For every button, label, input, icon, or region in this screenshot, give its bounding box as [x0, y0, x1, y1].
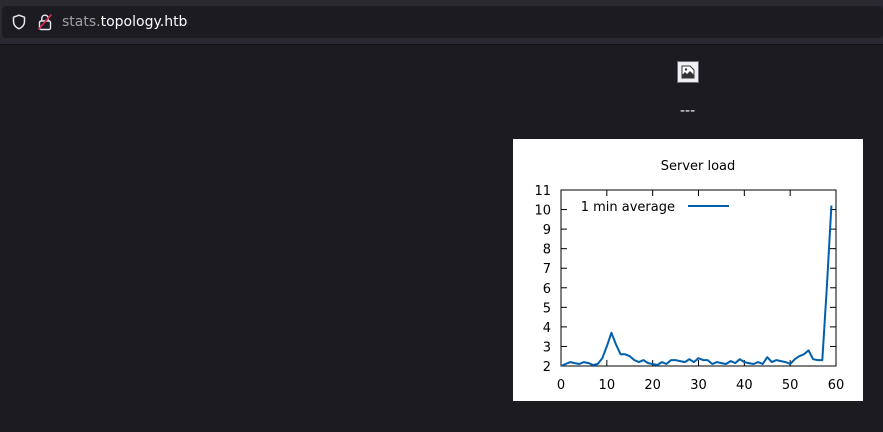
url-text[interactable]: stats.topology.htb — [62, 14, 187, 30]
legend-label: 1 min average — [581, 200, 675, 215]
series-line-1-min-average — [560, 205, 833, 367]
x-tick-label: 0 — [557, 378, 565, 393]
y-tick-label: 9 — [543, 223, 551, 238]
insecure-lock-icon[interactable] — [37, 13, 53, 31]
y-tick-label: 8 — [543, 243, 551, 258]
x-tick-label: 10 — [599, 378, 616, 393]
plot-frame — [560, 189, 837, 367]
y-tick-label: 4 — [543, 321, 551, 336]
server-load-chart: Server load 2 3 4 5 6 7 8 9 10 11 0 10 20 30 40 50 60 1… — [513, 139, 863, 401]
url-subdomain: stats. — [62, 14, 101, 30]
x-tick-label: 20 — [644, 378, 661, 393]
y-tick-label: 10 — [534, 204, 551, 219]
page-content: --- Server load 2 3 4 5 6 7 8 9 10 11 0 10 20 30 40 50… — [0, 45, 883, 432]
x-tick-label: 50 — [782, 378, 799, 393]
x-tick-label: 40 — [736, 378, 753, 393]
y-tick-label: 11 — [534, 184, 551, 199]
y-tick-label: 7 — [543, 262, 551, 277]
broken-image-icon — [677, 61, 699, 83]
address-bar[interactable]: stats.topology.htb — [2, 6, 883, 38]
x-tick-label: 60 — [828, 378, 845, 393]
separator-text: --- — [680, 103, 696, 119]
chart-title: Server load — [661, 159, 736, 174]
chart-svg: Server load 2 3 4 5 6 7 8 9 10 11 0 10 20 30 40 50 60 1… — [534, 159, 844, 393]
y-tick-label: 5 — [543, 301, 551, 316]
y-axis: 2 3 4 5 6 7 8 9 10 11 — [534, 184, 836, 375]
url-domain: topology.htb — [100, 14, 188, 30]
browser-toolbar: stats.topology.htb — [0, 0, 883, 45]
y-tick-label: 6 — [543, 282, 551, 297]
x-tick-label: 30 — [690, 378, 707, 393]
y-tick-label: 2 — [543, 360, 551, 375]
x-axis: 0 10 20 30 40 50 60 — [557, 190, 844, 393]
y-tick-label: 3 — [543, 340, 551, 355]
shield-icon[interactable] — [11, 14, 27, 30]
